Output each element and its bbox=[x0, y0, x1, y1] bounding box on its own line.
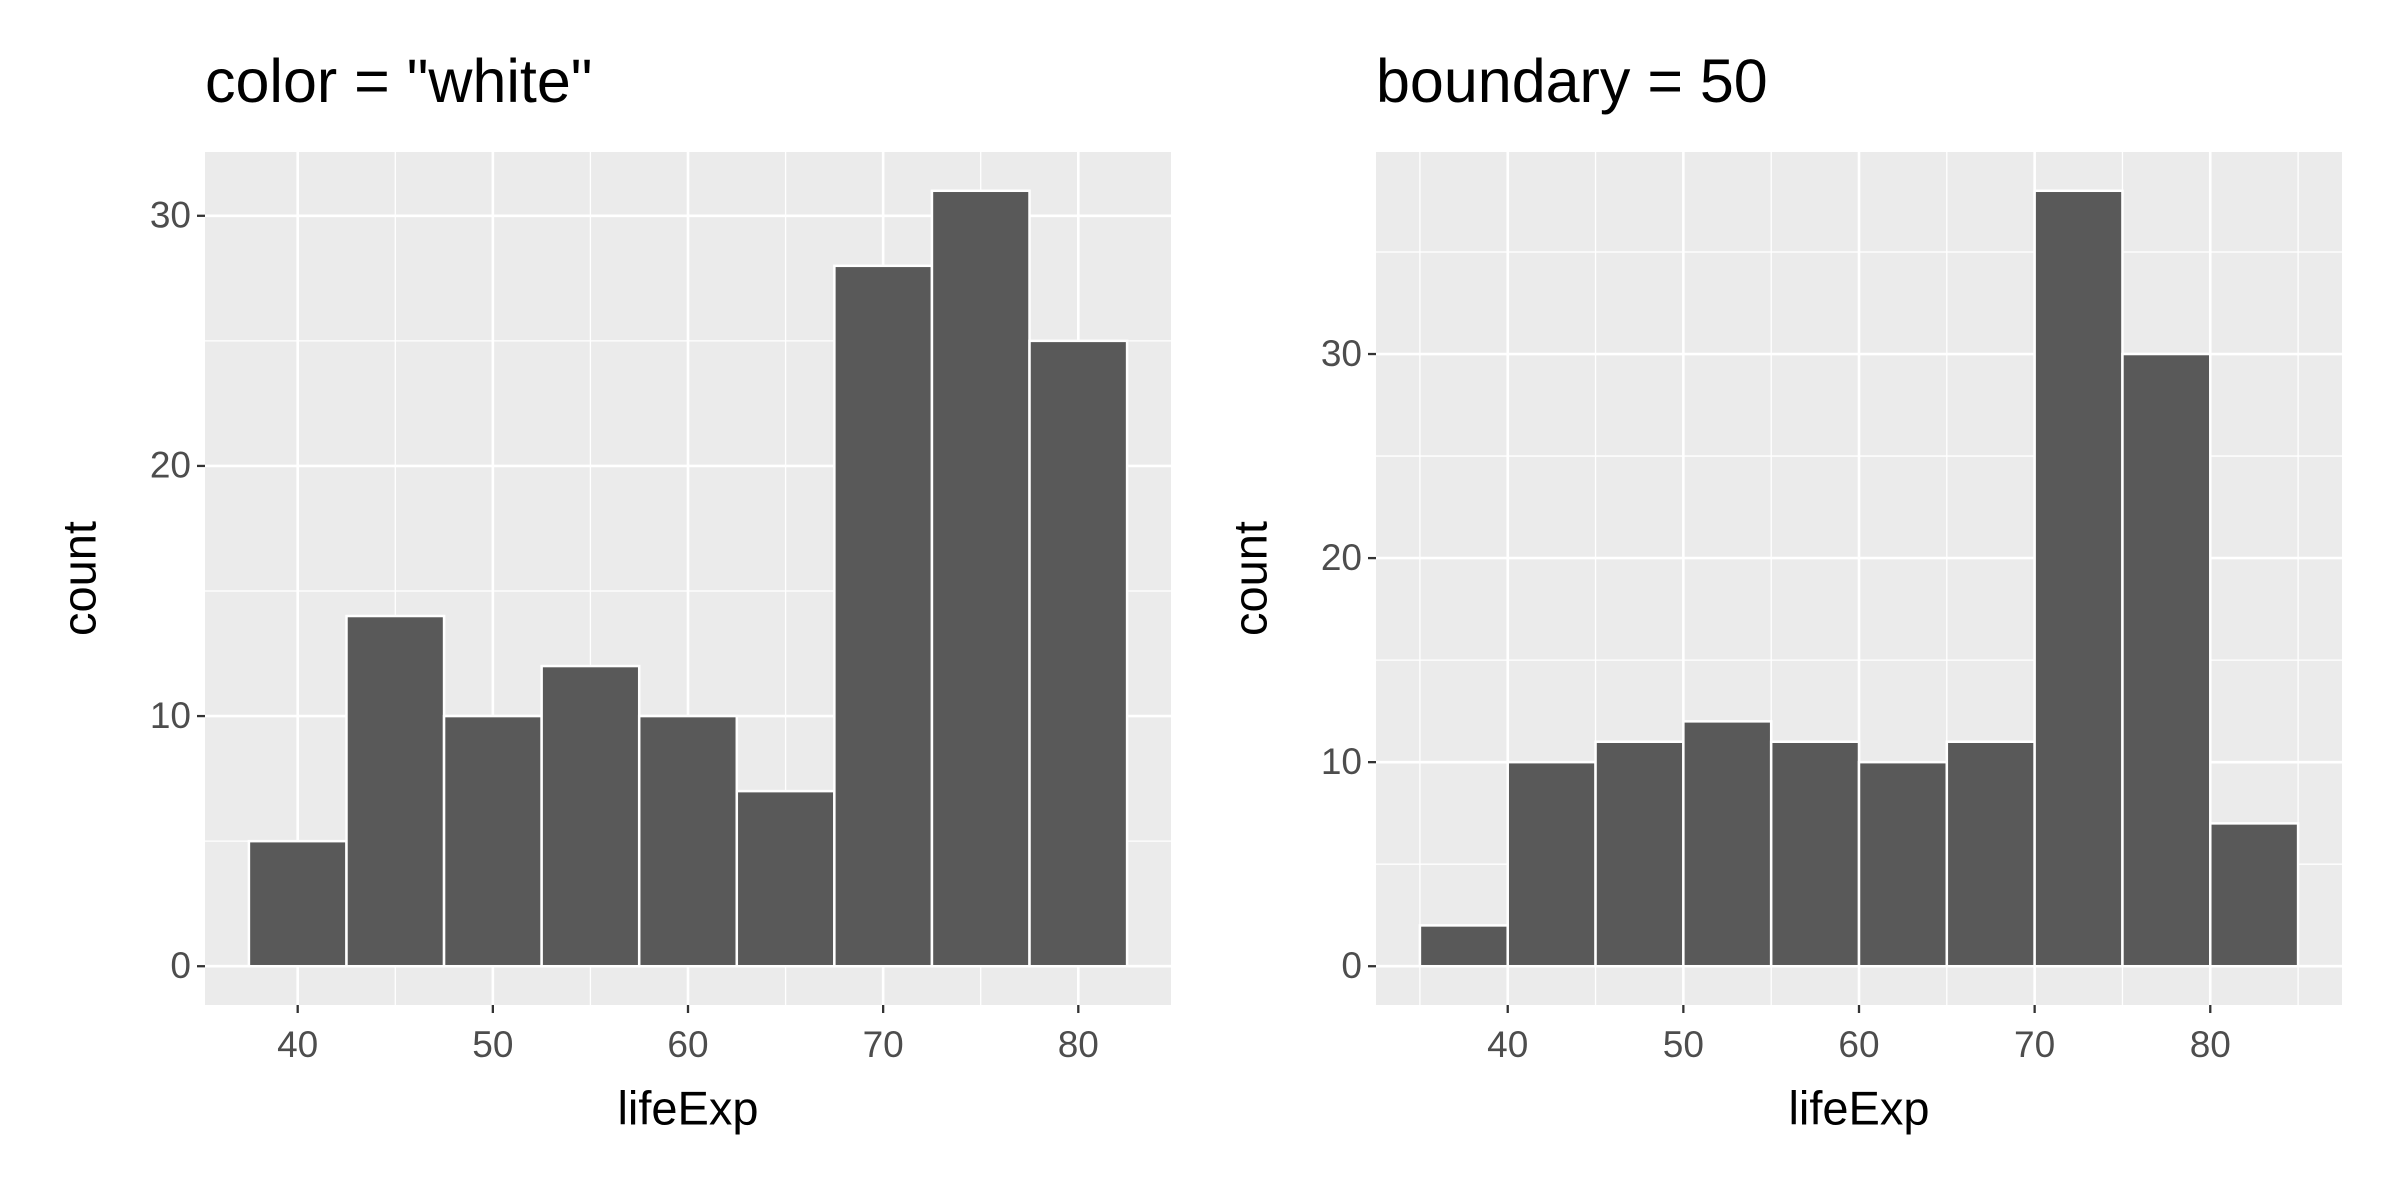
y-tick-label: 20 bbox=[150, 445, 191, 486]
x-tick-label: 60 bbox=[1838, 1024, 1879, 1065]
x-tick-label: 40 bbox=[277, 1024, 318, 1065]
y-tick-label: 10 bbox=[150, 695, 191, 736]
x-axis-title: lifeExp bbox=[1788, 1081, 1929, 1134]
x-tick-label: 40 bbox=[1487, 1024, 1528, 1065]
histogram-bar bbox=[2033, 189, 2124, 968]
y-tick-label: 20 bbox=[1321, 537, 1362, 578]
x-tick-label: 50 bbox=[472, 1024, 513, 1065]
x-tick-label: 50 bbox=[1663, 1024, 1704, 1065]
x-axis-title: lifeExp bbox=[617, 1081, 758, 1134]
histogram-bar bbox=[1857, 760, 1949, 968]
histogram-bar bbox=[2121, 352, 2212, 968]
x-tick-label: 80 bbox=[2190, 1024, 2231, 1065]
histogram-bar bbox=[637, 714, 739, 968]
histogram-bar bbox=[1028, 339, 1129, 968]
histogram-bar bbox=[540, 664, 641, 968]
histogram-bar bbox=[442, 714, 543, 968]
x-tick-label: 60 bbox=[667, 1024, 708, 1065]
histogram-bar bbox=[2209, 822, 2300, 968]
y-axis-title: count bbox=[1223, 521, 1276, 636]
histogram-bar bbox=[1594, 740, 1685, 968]
y-tick-label: 0 bbox=[1341, 945, 1362, 986]
y-axis-title: count bbox=[52, 521, 105, 636]
x-tick-label: 80 bbox=[1058, 1024, 1099, 1065]
y-tick-label: 30 bbox=[1321, 333, 1362, 374]
histogram-bar bbox=[1506, 760, 1597, 968]
x-tick-label: 70 bbox=[863, 1024, 904, 1065]
histogram-bar bbox=[930, 189, 1031, 968]
histogram-bar bbox=[1418, 924, 1509, 968]
histogram-bar bbox=[1769, 740, 1861, 968]
histogram-bar bbox=[1682, 720, 1773, 968]
histogram-bar bbox=[833, 264, 934, 968]
y-tick-label: 30 bbox=[150, 195, 191, 236]
histogram-bar bbox=[345, 614, 446, 968]
histogram-bar bbox=[735, 789, 836, 968]
chart-title: color = "white" bbox=[205, 47, 592, 115]
y-tick-label: 10 bbox=[1321, 741, 1362, 782]
x-tick-label: 70 bbox=[2014, 1024, 2055, 1065]
y-tick-label: 0 bbox=[170, 945, 191, 986]
chart-title: boundary = 50 bbox=[1376, 47, 1768, 115]
histogram-bar bbox=[1945, 740, 2036, 968]
histogram-bar bbox=[247, 839, 348, 968]
